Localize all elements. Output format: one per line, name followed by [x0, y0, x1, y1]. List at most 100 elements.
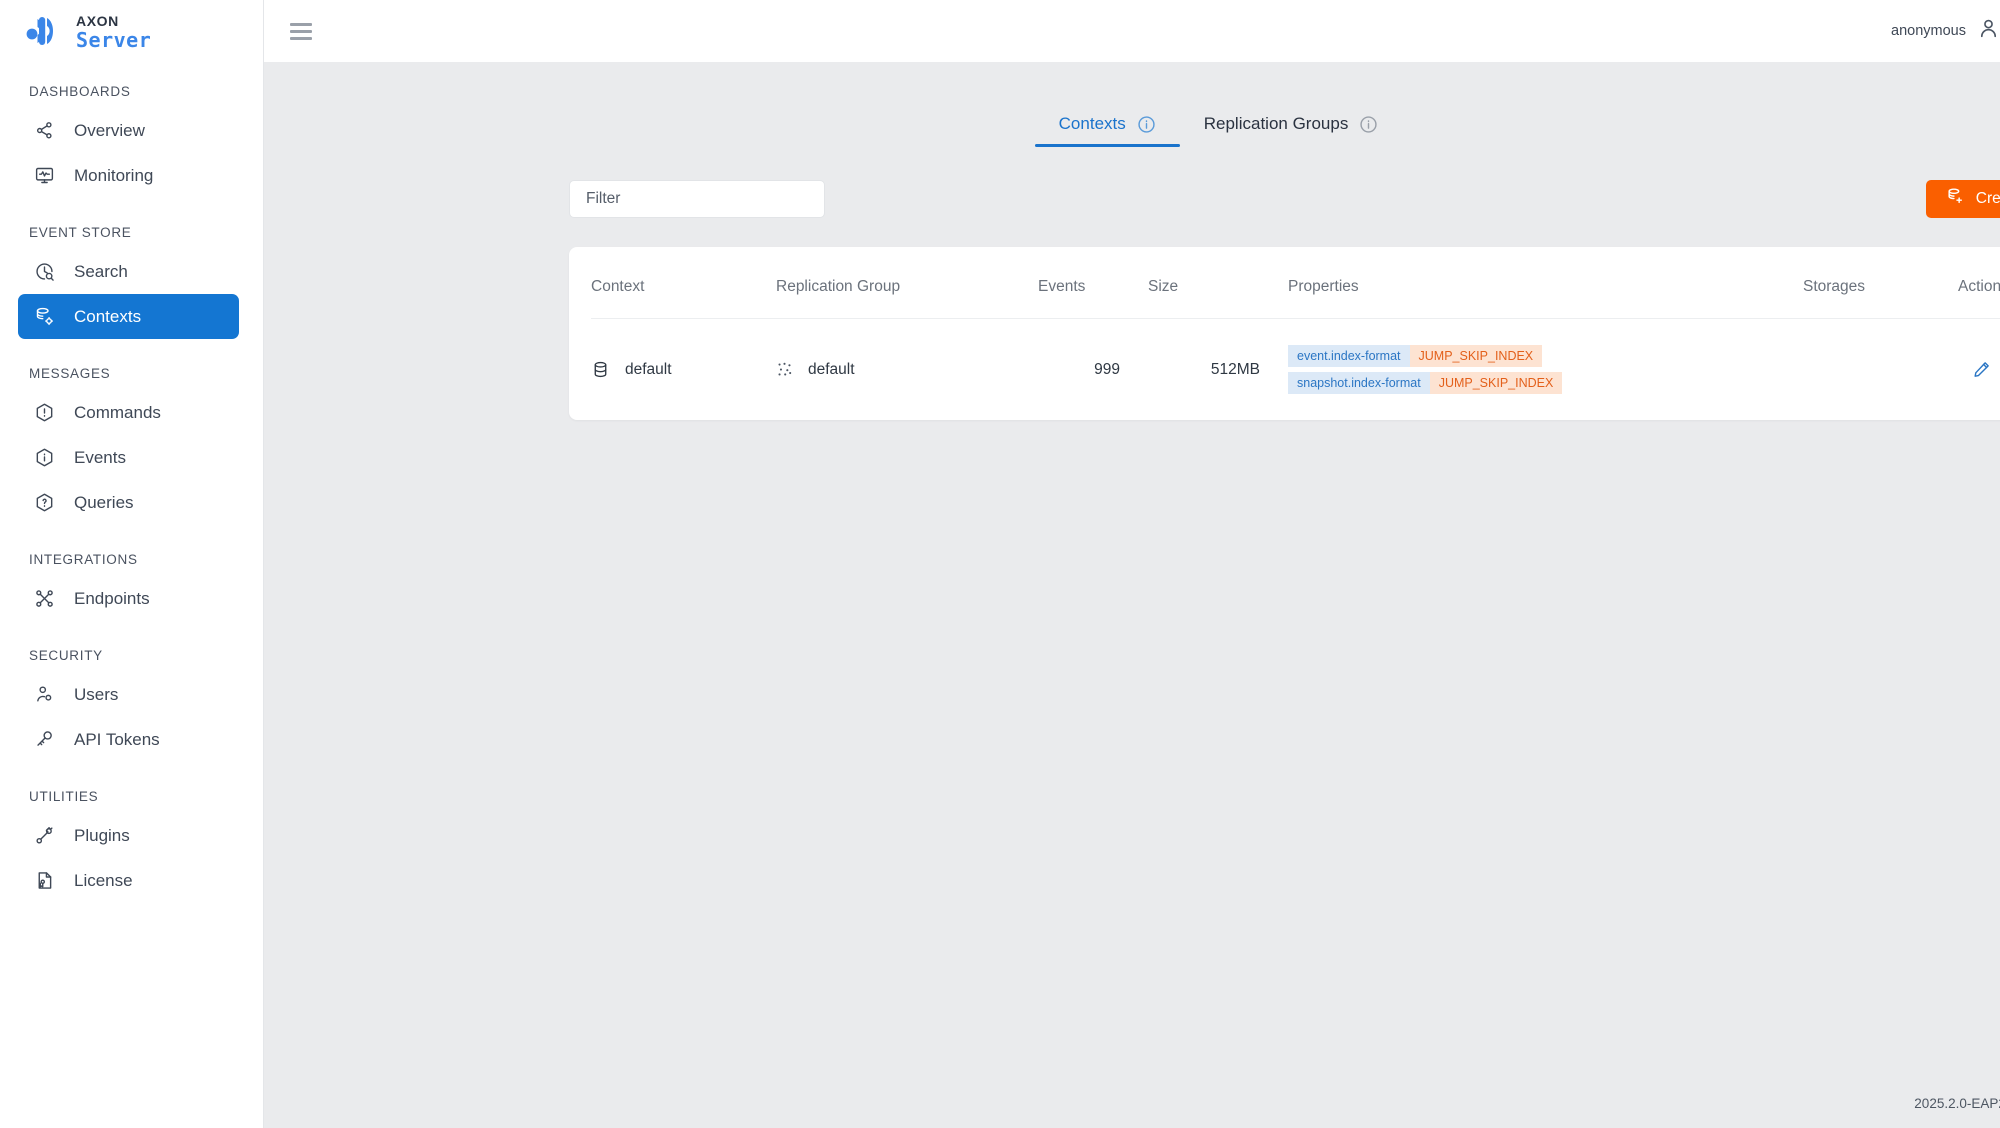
column-header-storages: Storages	[1803, 247, 1958, 319]
column-header-properties: Properties	[1288, 247, 1803, 319]
sidebar-item-commands[interactable]: Commands	[18, 390, 239, 435]
contexts-table: Context Replication Group Events Size Pr…	[591, 247, 2000, 420]
sidebar-item-license[interactable]: License	[18, 858, 239, 903]
info-circle-icon[interactable]	[1137, 115, 1156, 134]
create-context-label: Create Context	[1975, 190, 2000, 207]
tab-contexts[interactable]: Contexts	[1034, 114, 1180, 147]
search-input[interactable]	[586, 190, 808, 208]
property-key: event.index-format	[1288, 345, 1410, 367]
column-header-replication-group: Replication Group	[776, 247, 1038, 319]
nav-group-dashboards: DASHBOARDS Overview Monitoring	[0, 84, 263, 198]
hamburger-menu-icon[interactable]	[284, 14, 318, 48]
sidebar-item-users[interactable]: Users	[18, 672, 239, 717]
nav-group-label-security: SECURITY	[29, 648, 103, 663]
property-value: JUMP_SKIP_INDEX	[1429, 372, 1563, 394]
nav-group-label-messages: MESSAGES	[29, 366, 111, 381]
hexagon-question-icon	[33, 492, 55, 514]
table-body: default default	[591, 319, 2000, 421]
plug-icon	[33, 825, 55, 847]
user-name-label: anonymous	[1891, 23, 1966, 39]
person-icon	[1977, 17, 2000, 45]
content-area: Contexts Replication Groups	[264, 62, 2000, 1128]
sidebar-item-plugins[interactable]: Plugins	[18, 813, 239, 858]
brand-name-bottom: Server	[76, 27, 152, 52]
network-graph-icon	[33, 120, 55, 142]
cell-size: 512MB	[1210, 360, 1260, 378]
brand-name-top: AXON	[76, 12, 119, 29]
tab-label: Contexts	[1058, 114, 1126, 133]
sidebar-item-search[interactable]: Search	[18, 249, 239, 294]
cell-actions	[1958, 319, 2000, 421]
replication-nodes-icon	[776, 361, 793, 378]
property-key: snapshot.index-format	[1288, 372, 1430, 394]
sidebar-item-label: Search	[74, 261, 128, 281]
footer: 2025.2.0-EAP2 by AXONIQ	[1914, 1094, 2000, 1112]
sidebar-item-label: Plugins	[74, 825, 130, 845]
sidebar-item-label: API Tokens	[74, 729, 160, 749]
sidebar-item-label: Users	[74, 684, 119, 704]
database-plus-icon	[1946, 187, 1965, 211]
tab-replication-groups[interactable]: Replication Groups	[1180, 114, 1403, 147]
nav-group-label-dashboards: DASHBOARDS	[29, 84, 131, 99]
user-menu[interactable]: anonymous	[1891, 17, 2000, 45]
tab-bar: Contexts Replication Groups	[264, 62, 2000, 147]
cell-events: 999	[1094, 360, 1120, 378]
column-header-context: Context	[591, 247, 776, 319]
toolbar: Create Context	[569, 180, 2000, 218]
database-gear-icon	[33, 306, 55, 328]
endpoints-nodes-icon	[33, 588, 55, 610]
filter-field[interactable]	[569, 180, 825, 218]
replication-group-name: default	[808, 360, 855, 378]
context-name: default	[625, 360, 672, 378]
contexts-table-card: Context Replication Group Events Size Pr…	[569, 247, 2000, 420]
sidebar-item-contexts[interactable]: Contexts	[18, 294, 239, 339]
sidebar-item-label: Queries	[74, 492, 134, 512]
sidebar-item-label: Overview	[74, 120, 145, 140]
nav-group-security: SECURITY Users API Tokens	[0, 648, 263, 762]
monitor-pulse-icon	[33, 165, 55, 187]
column-header-actions: Actions	[1958, 247, 2000, 319]
sidebar-item-queries[interactable]: Queries	[18, 480, 239, 525]
sidebar-item-events[interactable]: Events	[18, 435, 239, 480]
sidebar-item-endpoints[interactable]: Endpoints	[18, 576, 239, 621]
sidebar-item-overview[interactable]: Overview	[18, 108, 239, 153]
property-badge: event.index-format JUMP_SKIP_INDEX	[1288, 345, 1543, 367]
nav-group-label-utilities: UTILITIES	[29, 789, 99, 804]
sidebar-item-api-tokens[interactable]: API Tokens	[18, 717, 239, 762]
database-icon	[591, 360, 610, 379]
column-header-size: Size	[1148, 247, 1288, 319]
sidebar-nav: DASHBOARDS Overview Monitoring EVENT STO…	[0, 62, 263, 930]
info-circle-icon[interactable]	[1359, 115, 1378, 134]
table-row[interactable]: default default	[591, 319, 2000, 421]
axon-logo-icon	[26, 14, 62, 48]
cell-storages	[1803, 319, 1958, 421]
tab-label: Replication Groups	[1203, 114, 1349, 133]
license-document-icon	[33, 870, 55, 892]
property-badge: snapshot.index-format JUMP_SKIP_INDEX	[1288, 372, 1563, 394]
sidebar: AXON Server DASHBOARDS Overview Mo	[0, 0, 264, 1128]
sidebar-item-monitoring[interactable]: Monitoring	[18, 153, 239, 198]
hexagon-exclamation-icon	[33, 402, 55, 424]
property-value: JUMP_SKIP_INDEX	[1409, 345, 1543, 367]
table-header-row: Context Replication Group Events Size Pr…	[591, 247, 2000, 319]
cell-properties: event.index-format JUMP_SKIP_INDEX snaps…	[1288, 319, 1803, 421]
top-bar: anonymous	[264, 0, 2000, 62]
nav-group-label-event-store: EVENT STORE	[29, 225, 132, 240]
create-context-button[interactable]: Create Context	[1925, 180, 2000, 218]
users-icon	[33, 684, 55, 706]
nav-group-messages: MESSAGES Commands Events	[0, 366, 263, 525]
sidebar-item-label: License	[74, 870, 133, 890]
top-bar-actions: anonymous	[1891, 17, 2000, 45]
cell-context: default	[591, 319, 776, 421]
clock-search-icon	[33, 261, 55, 283]
sidebar-item-label: Commands	[74, 402, 161, 422]
brand-logo-area[interactable]: AXON Server	[0, 0, 263, 62]
key-icon	[33, 729, 55, 751]
nav-group-event-store: EVENT STORE Search Contexts	[0, 225, 263, 339]
sidebar-item-label: Events	[74, 447, 126, 467]
nav-group-integrations: INTEGRATIONS Endpoints	[0, 552, 263, 621]
column-header-events: Events	[1038, 247, 1148, 319]
sidebar-item-label: Contexts	[74, 306, 142, 326]
edit-context-button[interactable]	[1972, 360, 1991, 379]
